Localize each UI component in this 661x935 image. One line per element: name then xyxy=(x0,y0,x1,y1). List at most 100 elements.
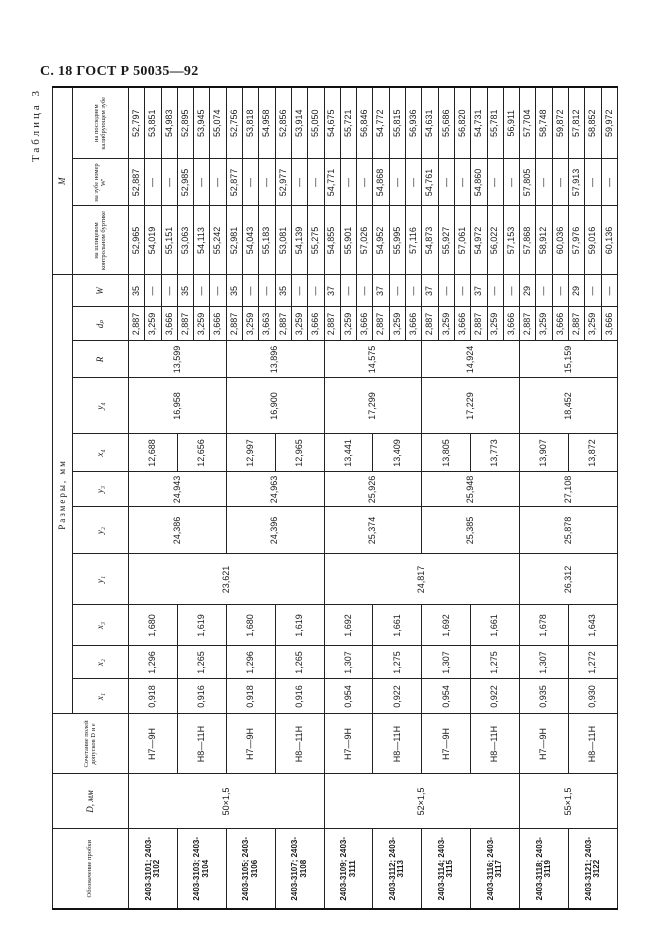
y2-cell: 24,386 xyxy=(128,507,227,554)
x4-cell: 12,965 xyxy=(275,434,325,472)
m-last-tooth-cell: 56,820 xyxy=(454,86,471,159)
m-last-tooth-cell: 53,818 xyxy=(242,86,259,159)
m-last-tooth-cell: 56,911 xyxy=(503,86,520,159)
dp-cell: 2,887 xyxy=(226,307,243,341)
m-spline-collar-cell: 54,972 xyxy=(470,206,488,275)
r-cell: 13,599 xyxy=(128,341,227,378)
dp-cell: 3,259 xyxy=(193,307,210,341)
header-y4: y₄ xyxy=(72,378,129,434)
m-spline-collar-cell: 57,026 xyxy=(356,206,373,275)
x3-cell: 1,678 xyxy=(519,605,569,646)
tolerance-cell: H7—9H xyxy=(519,714,569,774)
m-spline-collar-cell: 54,113 xyxy=(193,206,210,275)
m-tooth-w-cell: — xyxy=(405,159,422,206)
m-spline-collar-cell: 54,019 xyxy=(144,206,162,275)
m-spline-collar-cell: 56,022 xyxy=(487,206,504,275)
m-tooth-w-cell: 54,868 xyxy=(372,159,390,206)
dp-cell: 3,666 xyxy=(454,307,471,341)
table-row: 2403-3118; 2403-3119 55×1,5 H7—9H 0,935 1,30… xyxy=(519,86,618,909)
m-spline-collar-cell: 54,043 xyxy=(242,206,259,275)
m-tooth-w-cell: — xyxy=(307,159,325,206)
d-cell: 55×1,5 xyxy=(519,774,618,829)
m-tooth-w-cell: 54,761 xyxy=(421,159,439,206)
dp-cell: 3,666 xyxy=(552,307,569,341)
x2-cell: 1,296 xyxy=(128,646,178,679)
x1-cell: 0,922 xyxy=(470,679,520,714)
dp-cell: 2,887 xyxy=(519,307,536,341)
x4-cell: 12,688 xyxy=(128,434,178,472)
header-sizes-group: Размеры, мм xyxy=(52,275,73,714)
x4-cell: 13,409 xyxy=(372,434,422,472)
dp-cell: 2,887 xyxy=(568,307,585,341)
x3-cell: 1,643 xyxy=(568,605,618,646)
y3-cell: 27,108 xyxy=(519,472,618,507)
dp-cell: 2,887 xyxy=(470,307,488,341)
m-spline-collar-cell: 54,952 xyxy=(372,206,390,275)
header-m2: на зубе номер W' xyxy=(72,159,129,206)
w-cell: — xyxy=(307,275,325,307)
x2-cell: 1,265 xyxy=(177,646,227,679)
m-last-tooth-cell: 55,781 xyxy=(487,86,504,159)
w-cell: 35 xyxy=(128,275,145,307)
w-cell: — xyxy=(438,275,455,307)
w-cell: 29 xyxy=(519,275,536,307)
y1-cell: 24,817 xyxy=(324,554,520,605)
x3-cell: 1,619 xyxy=(275,605,325,646)
m-tooth-w-cell: 57,805 xyxy=(519,159,536,206)
m-last-tooth-cell: 52,756 xyxy=(226,86,243,159)
header-m3: на последнем калибрующем зубе xyxy=(72,86,129,159)
m-spline-collar-cell: 55,901 xyxy=(340,206,357,275)
dp-cell: 3,666 xyxy=(356,307,373,341)
r-cell: 14,924 xyxy=(421,341,520,378)
y4-cell: 16,958 xyxy=(128,378,227,434)
r-cell: 15,159 xyxy=(519,341,618,378)
m-tooth-w-cell: 52,985 xyxy=(177,159,194,206)
dp-cell: 3,259 xyxy=(242,307,259,341)
table-caption: Таблица 3 xyxy=(30,88,42,163)
m-spline-collar-cell: 55,151 xyxy=(161,206,178,275)
y4-cell: 16,900 xyxy=(226,378,325,434)
x4-cell: 12,997 xyxy=(226,434,276,472)
x2-cell: 1,272 xyxy=(568,646,618,679)
x2-cell: 1,275 xyxy=(470,646,520,679)
m-tooth-w-cell: 52,977 xyxy=(275,159,292,206)
tolerance-cell: H8—11H xyxy=(275,714,325,774)
m-last-tooth-cell: 55,050 xyxy=(307,86,325,159)
w-cell: — xyxy=(356,275,373,307)
x1-cell: 0,954 xyxy=(324,679,373,714)
m-tooth-w-cell: — xyxy=(356,159,373,206)
header-tolerance: Сочетание полей допусков D и e xyxy=(52,714,129,774)
dp-cell: 3,259 xyxy=(389,307,406,341)
page-header: С. 18 ГОСТ Р 50035—92 xyxy=(40,64,199,79)
y4-cell: 17,229 xyxy=(421,378,520,434)
m-last-tooth-cell: 58,748 xyxy=(535,86,553,159)
w-cell: — xyxy=(291,275,308,307)
w-cell: — xyxy=(209,275,227,307)
x2-cell: 1,296 xyxy=(226,646,276,679)
tolerance-cell: H8—11H xyxy=(568,714,618,774)
m-tooth-w-cell: 54,771 xyxy=(324,159,341,206)
m-tooth-w-cell: — xyxy=(601,159,618,206)
w-cell: — xyxy=(535,275,553,307)
d-cell: 52×1,5 xyxy=(324,774,520,829)
m-last-tooth-cell: 52,797 xyxy=(128,86,145,159)
designation-cell: 2403-3114; 2403-3115 xyxy=(421,829,471,909)
designation-cell: 2403-3116; 2403-3117 xyxy=(470,829,520,909)
w-cell: 35 xyxy=(275,275,292,307)
w-cell: — xyxy=(258,275,276,307)
x1-cell: 0,918 xyxy=(226,679,276,714)
x1-cell: 0,930 xyxy=(568,679,618,714)
m-tooth-w-cell: — xyxy=(552,159,569,206)
header-x1: x₁ xyxy=(72,679,129,714)
m-tooth-w-cell: 54,860 xyxy=(470,159,488,206)
tolerance-cell: H8—11H xyxy=(372,714,422,774)
header-m-group: M xyxy=(52,86,73,275)
dp-cell: 2,887 xyxy=(177,307,194,341)
m-spline-collar-cell: 53,063 xyxy=(177,206,194,275)
dp-cell: 3,259 xyxy=(584,307,602,341)
m-last-tooth-cell: 54,983 xyxy=(161,86,178,159)
designation-cell: 2403-3101; 2403-3102 xyxy=(128,829,178,909)
x4-cell: 13,907 xyxy=(519,434,569,472)
y3-cell: 25,948 xyxy=(421,472,520,507)
w-cell: — xyxy=(601,275,618,307)
